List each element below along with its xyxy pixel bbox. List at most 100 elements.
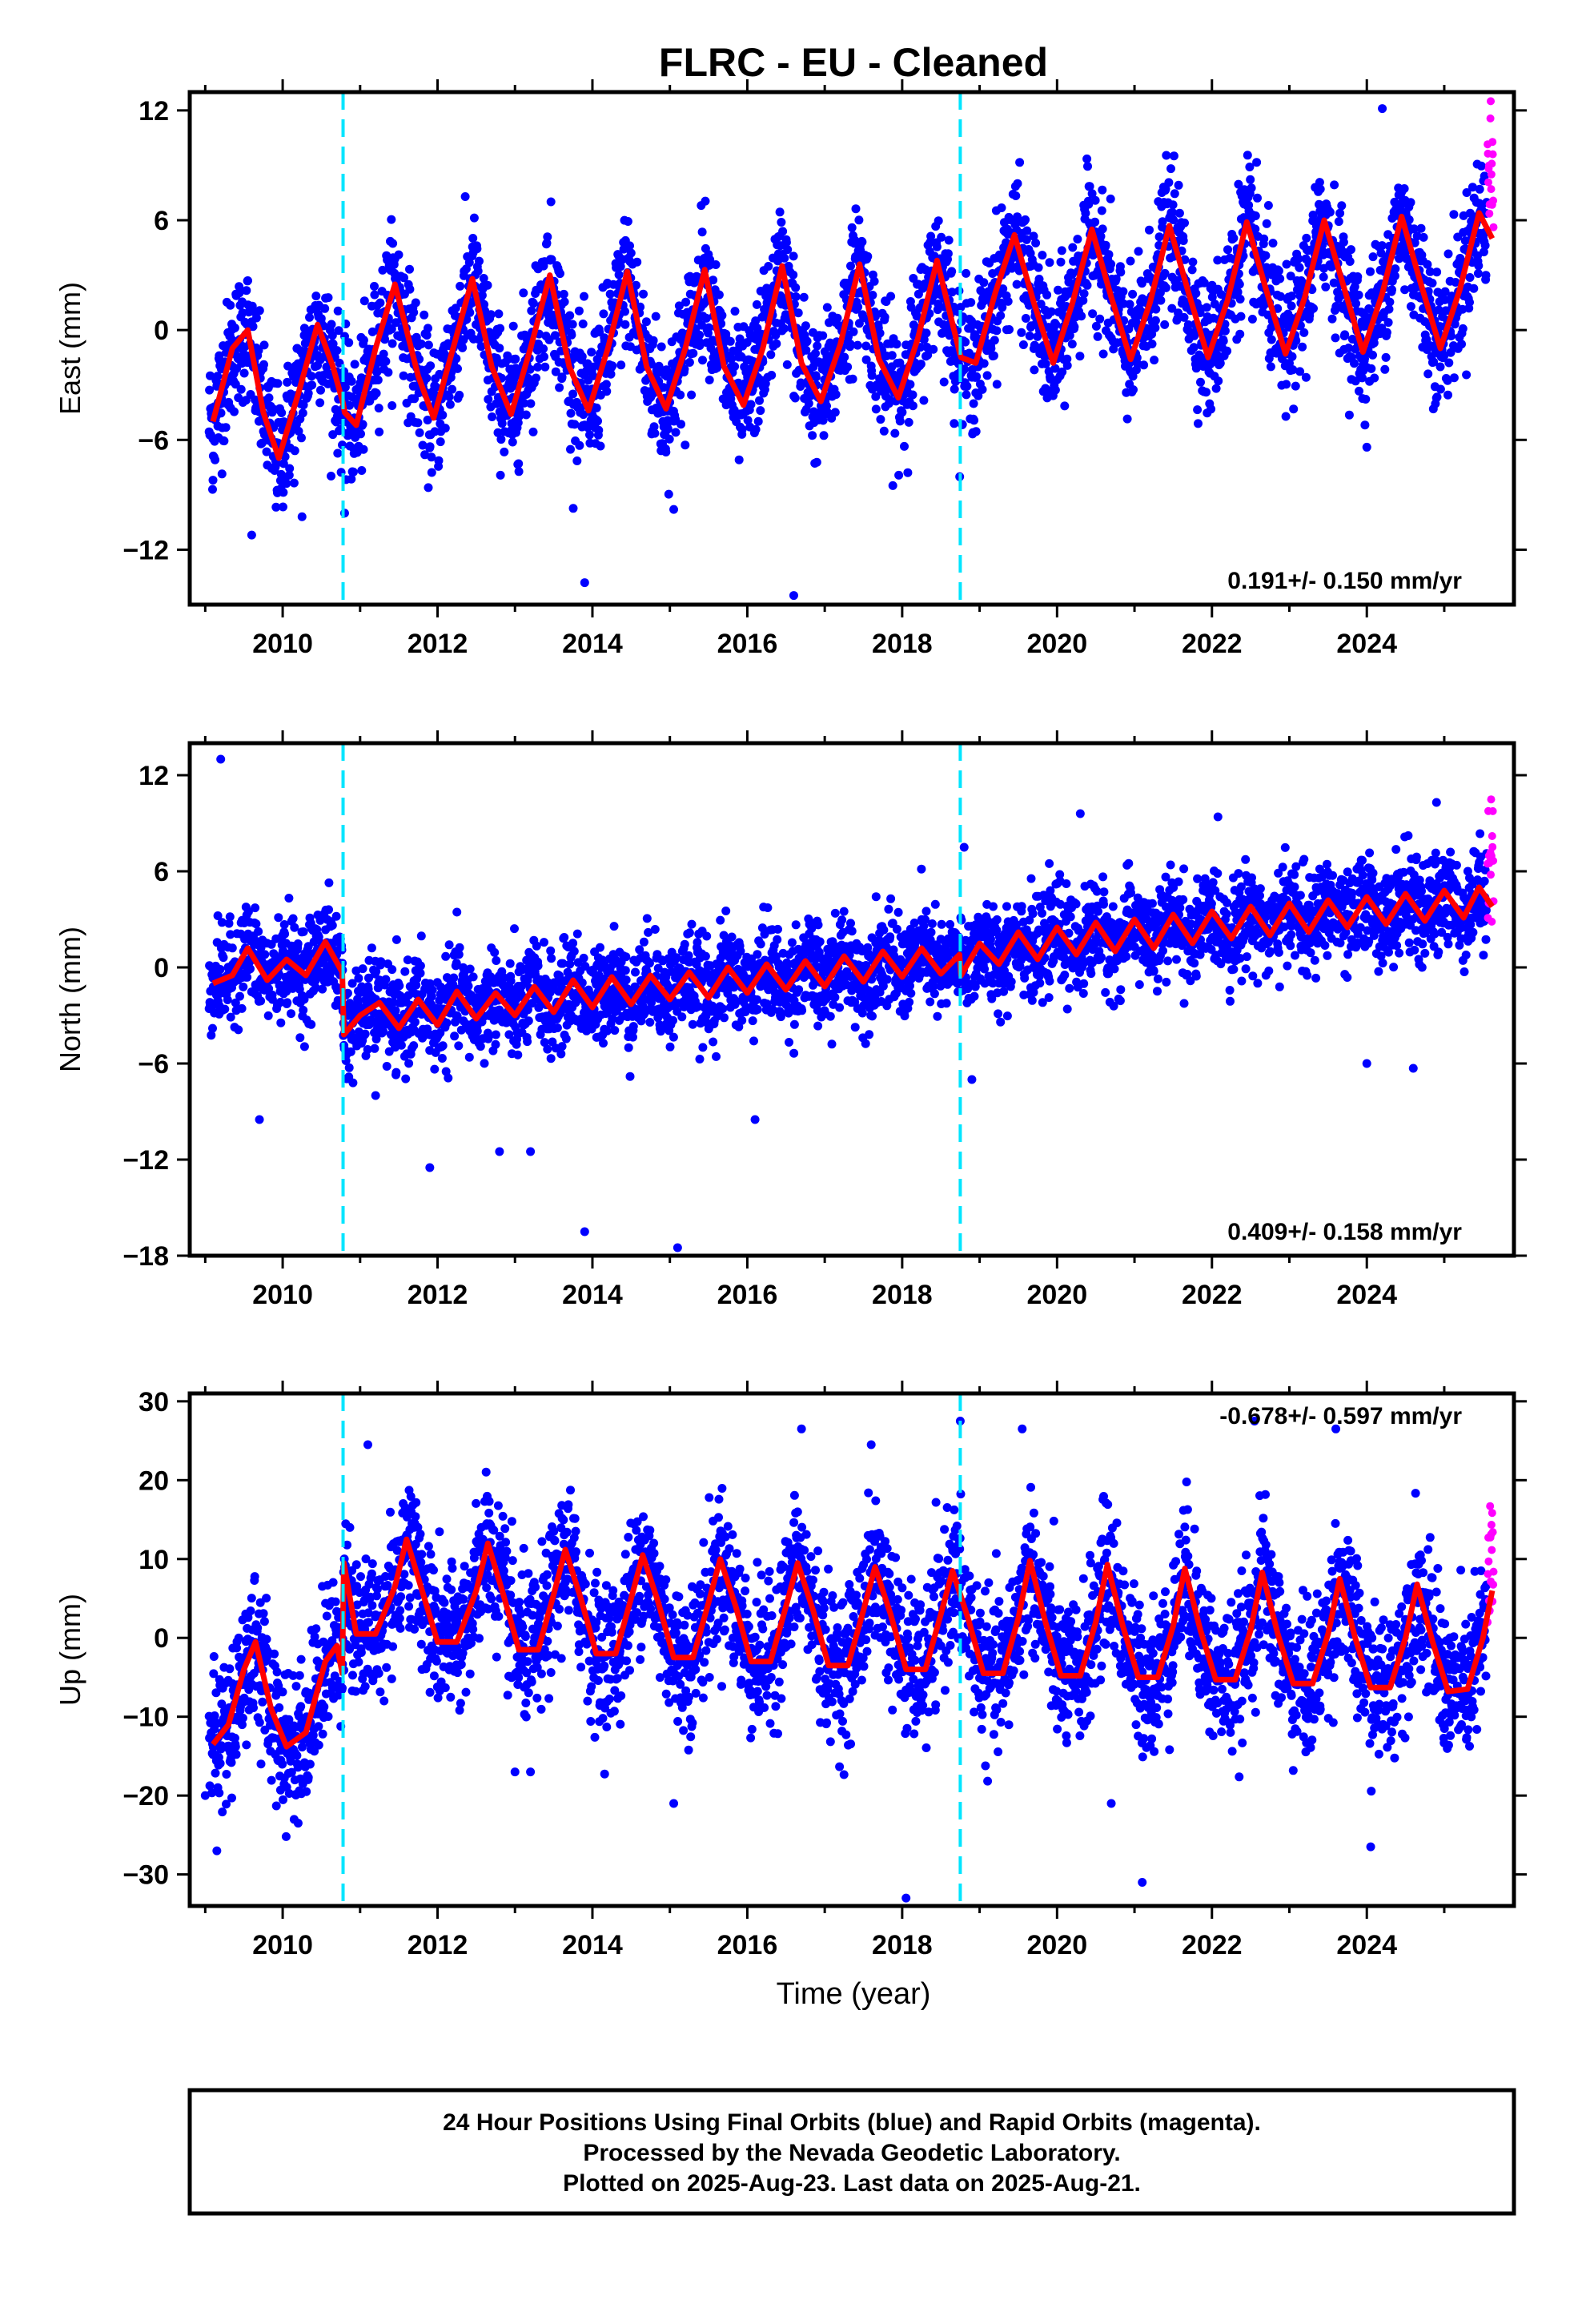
final-orbit-point bbox=[416, 961, 425, 971]
final-orbit-point bbox=[624, 1043, 633, 1052]
final-orbit-point bbox=[1098, 349, 1108, 359]
final-orbit-point bbox=[441, 951, 451, 961]
final-orbit-point bbox=[677, 420, 685, 429]
final-orbit-point bbox=[978, 384, 987, 394]
final-orbit-point bbox=[283, 377, 292, 387]
final-orbit-point bbox=[251, 903, 260, 913]
final-orbit-point bbox=[1075, 352, 1085, 361]
final-orbit-point bbox=[1391, 264, 1400, 274]
final-orbit-point bbox=[947, 267, 957, 276]
final-orbit-point bbox=[1189, 343, 1199, 352]
y-axis-label: East (mm) bbox=[54, 282, 86, 415]
final-orbit-point bbox=[671, 428, 681, 437]
final-orbit-point bbox=[869, 276, 879, 286]
final-orbit-point bbox=[568, 389, 578, 399]
final-orbit-point bbox=[1235, 295, 1245, 304]
final-orbit-point bbox=[789, 270, 798, 279]
final-orbit-point bbox=[905, 380, 915, 389]
final-orbit-point bbox=[1409, 224, 1419, 234]
final-orbit-point bbox=[868, 291, 877, 300]
final-orbit-point bbox=[422, 331, 432, 340]
final-orbit-point bbox=[332, 346, 342, 356]
final-orbit-point bbox=[272, 459, 282, 468]
final-orbit-point bbox=[1129, 385, 1138, 395]
final-orbit-point bbox=[557, 372, 567, 382]
final-orbit-point bbox=[381, 975, 391, 984]
final-orbit-point bbox=[508, 437, 517, 447]
final-orbit-point bbox=[420, 310, 429, 320]
final-orbit-point bbox=[444, 940, 454, 950]
final-orbit-point bbox=[1247, 315, 1257, 324]
final-orbit-point bbox=[1366, 267, 1375, 276]
final-orbit-point bbox=[527, 306, 536, 316]
final-orbit-point bbox=[477, 291, 487, 300]
final-orbit-point bbox=[1406, 302, 1415, 312]
final-orbit-point bbox=[1042, 290, 1052, 300]
final-orbit-point bbox=[1213, 255, 1223, 265]
final-orbit-point bbox=[767, 371, 777, 380]
final-orbit-point bbox=[399, 371, 408, 380]
final-orbit-point bbox=[442, 1018, 452, 1027]
final-orbit-point bbox=[358, 420, 367, 429]
final-orbit-point bbox=[689, 348, 698, 358]
final-orbit-point bbox=[438, 410, 448, 420]
final-orbit-point bbox=[428, 985, 437, 995]
final-orbit-point bbox=[528, 427, 538, 436]
final-orbit-point bbox=[543, 232, 552, 242]
final-orbit-point bbox=[1327, 314, 1337, 324]
final-orbit-point bbox=[1425, 267, 1435, 276]
final-orbit-point bbox=[454, 1041, 464, 1051]
final-orbit-point bbox=[876, 415, 885, 424]
final-orbit-point bbox=[213, 911, 223, 920]
final-orbit-point bbox=[424, 324, 432, 333]
final-orbit-point bbox=[1370, 373, 1379, 383]
final-orbit-point bbox=[1179, 312, 1189, 322]
final-orbit-point bbox=[223, 995, 232, 1004]
final-orbit-point bbox=[225, 912, 235, 922]
final-orbit-point bbox=[1377, 241, 1387, 251]
outlier-point bbox=[669, 505, 679, 514]
outlier-point bbox=[1362, 442, 1371, 452]
final-orbit-point bbox=[1288, 365, 1298, 375]
final-orbit-point bbox=[1434, 305, 1443, 315]
final-orbit-point bbox=[701, 196, 710, 206]
y-tick-label: −6 bbox=[138, 425, 169, 456]
final-orbit-point bbox=[453, 364, 462, 373]
final-orbit-point bbox=[596, 441, 605, 451]
final-orbit-point bbox=[1161, 283, 1170, 292]
final-orbit-point bbox=[730, 307, 740, 316]
x-tick-label: 2018 bbox=[872, 629, 933, 659]
final-orbit-point bbox=[766, 350, 776, 360]
final-orbit-point bbox=[1174, 180, 1183, 190]
final-orbit-point bbox=[1164, 178, 1174, 187]
final-orbit-point bbox=[932, 242, 942, 251]
final-orbit-point bbox=[986, 344, 996, 353]
final-orbit-point bbox=[887, 351, 897, 360]
final-orbit-point bbox=[277, 408, 287, 417]
final-orbit-point bbox=[387, 215, 396, 224]
final-orbit-point bbox=[1056, 257, 1066, 267]
final-orbit-point bbox=[908, 401, 917, 411]
final-orbit-point bbox=[1236, 312, 1246, 321]
final-orbit-point bbox=[804, 399, 813, 408]
final-orbit-point bbox=[1291, 336, 1301, 345]
final-orbit-point bbox=[1449, 210, 1459, 219]
final-orbit-point bbox=[1439, 351, 1449, 360]
final-orbit-point bbox=[376, 957, 386, 967]
final-orbit-point bbox=[1354, 290, 1363, 300]
final-orbit-point bbox=[546, 946, 556, 955]
final-orbit-point bbox=[1150, 323, 1160, 332]
final-orbit-point bbox=[596, 943, 604, 952]
final-orbit-point bbox=[1183, 320, 1193, 329]
final-orbit-point bbox=[894, 470, 904, 480]
final-orbit-point bbox=[875, 328, 885, 338]
final-orbit-point bbox=[1404, 215, 1414, 224]
final-orbit-point bbox=[599, 1039, 608, 1048]
final-orbit-point bbox=[411, 298, 420, 308]
final-orbit-point bbox=[387, 324, 396, 334]
final-orbit-point bbox=[1134, 247, 1143, 256]
final-orbit-point bbox=[1286, 271, 1295, 281]
final-orbit-point bbox=[1082, 280, 1092, 290]
final-orbit-point bbox=[237, 1003, 247, 1013]
final-orbit-point bbox=[1358, 373, 1367, 383]
